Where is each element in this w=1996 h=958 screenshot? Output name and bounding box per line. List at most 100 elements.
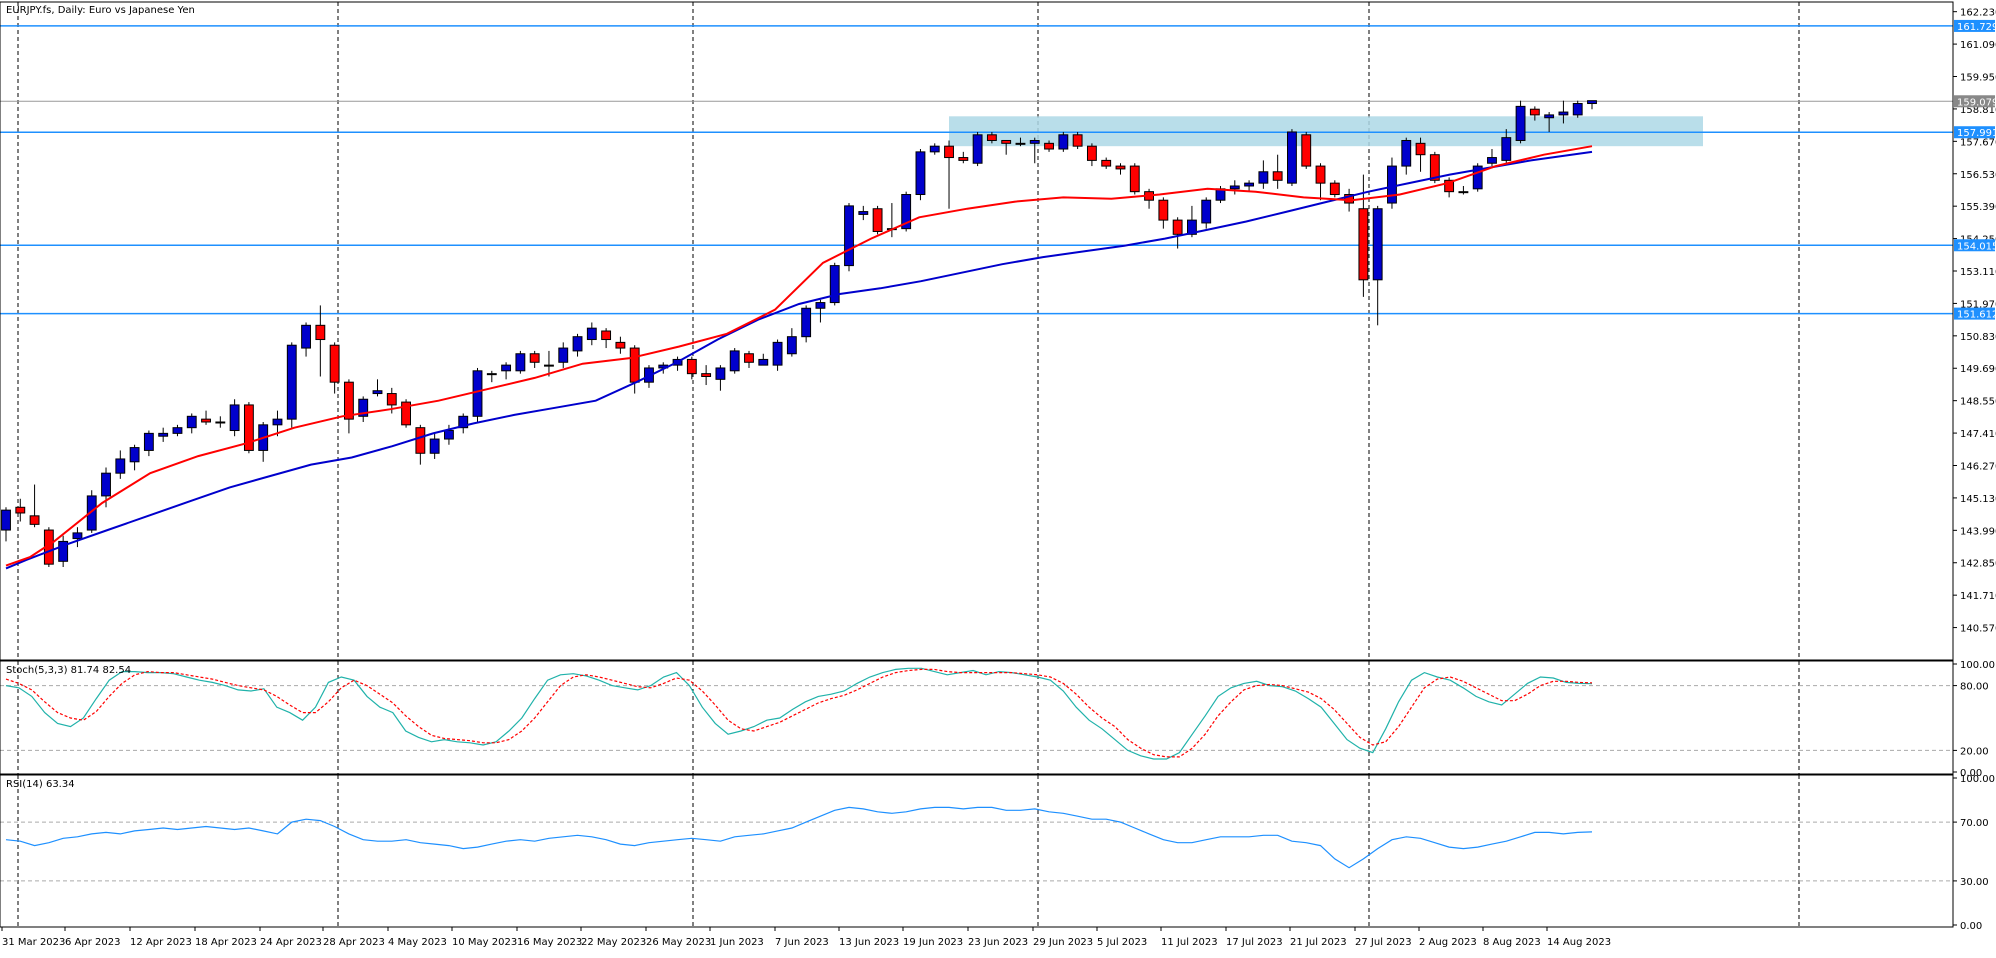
candle-body <box>486 373 497 376</box>
candle <box>772 339 783 371</box>
candle-body <box>615 341 626 349</box>
price-tick-label: 158.810 <box>1960 105 1996 116</box>
candle-body <box>944 145 954 159</box>
date-label: 5 Jul 2023 <box>1097 937 1147 948</box>
candle <box>715 365 726 391</box>
price-tick-label: 162.230 <box>1960 8 1996 19</box>
date-label: 21 Jul 2023 <box>1290 937 1347 948</box>
candle <box>1101 157 1112 169</box>
candle-body <box>286 344 297 420</box>
candle <box>1444 177 1455 198</box>
candle-body <box>1529 108 1540 116</box>
price-tick-label: 149.690 <box>1960 364 1996 375</box>
candle <box>701 365 712 386</box>
candle <box>1 507 11 542</box>
candle-body <box>1115 165 1126 170</box>
rsi-tick-label: 70.00 <box>1960 818 1989 829</box>
candle-body <box>1072 134 1083 147</box>
candle <box>329 342 340 394</box>
candle-body <box>415 427 426 454</box>
ma-fast-line <box>5 145 1593 567</box>
date-label: 2 Aug 2023 <box>1419 937 1477 948</box>
candle-body <box>801 307 812 338</box>
candle <box>929 143 940 155</box>
level-tag-label: 157.991 <box>1957 128 1996 139</box>
stoch-signal-line <box>5 668 1593 758</box>
date-label: 22 May 2023 <box>581 937 646 948</box>
candle-body <box>972 134 983 164</box>
candle <box>1472 163 1483 192</box>
candle <box>1387 157 1397 209</box>
price-tick-label: 142.850 <box>1960 559 1996 570</box>
rsi-line <box>5 806 1593 869</box>
stoch-tick-label: 100.00 <box>1960 660 1995 671</box>
candle-body <box>772 341 783 366</box>
candle <box>1401 137 1412 175</box>
candle <box>472 367 483 422</box>
candle <box>1544 112 1555 132</box>
candle-body <box>744 353 754 363</box>
date-label: 10 May 2023 <box>452 937 517 948</box>
candle-body <box>429 438 440 454</box>
candle-body <box>1129 165 1140 193</box>
candle-body <box>1101 159 1112 167</box>
candle-body <box>1186 219 1197 235</box>
candle <box>1572 100 1583 118</box>
candle <box>215 416 226 428</box>
candle <box>958 151 969 164</box>
candle <box>744 350 754 368</box>
candle-body <box>1301 134 1312 167</box>
candle-body <box>529 353 540 363</box>
price-panel-border <box>0 1 1954 661</box>
candle <box>1358 174 1369 297</box>
candle <box>415 424 426 465</box>
candle-body <box>15 506 26 514</box>
candle-body <box>1472 165 1483 190</box>
candle <box>1158 197 1169 229</box>
price-tick-label: 157.670 <box>1960 137 1996 148</box>
candle <box>1229 180 1240 195</box>
date-label: 23 Jun 2023 <box>968 937 1028 948</box>
candle <box>315 305 326 377</box>
price-tick-label: 141.710 <box>1960 591 1996 602</box>
symbol-title: EURJPY.fs, Daily: Euro vs Japanese Yen <box>6 5 195 16</box>
candle-body <box>715 367 726 380</box>
candle-body <box>815 302 826 309</box>
candle <box>1287 129 1297 186</box>
level-tag <box>1954 126 1995 139</box>
candle <box>1515 100 1526 144</box>
horizontal-levels <box>0 25 1953 315</box>
price-tick-label: 151.970 <box>1960 299 1996 310</box>
candle <box>229 399 240 437</box>
candle-body <box>1444 179 1455 193</box>
candle-body <box>1458 191 1469 194</box>
candle <box>758 353 769 366</box>
candle <box>158 427 169 442</box>
candle <box>72 527 83 548</box>
price-tick-label: 156.530 <box>1960 170 1996 181</box>
candle <box>529 350 540 368</box>
candle <box>586 322 597 346</box>
candle-body <box>1244 182 1255 187</box>
candle <box>201 410 211 425</box>
candle-body <box>172 427 183 434</box>
stoch-vertical-grid <box>17 661 1800 774</box>
date-label: 16 May 2023 <box>517 937 582 948</box>
candle <box>544 350 554 377</box>
candle-body <box>243 404 254 451</box>
rsi-tick-label: 100.00 <box>1960 774 1995 785</box>
candle-body <box>472 370 483 417</box>
candle <box>1372 205 1383 326</box>
candle <box>515 350 526 374</box>
date-label: 28 Apr 2023 <box>323 937 385 948</box>
candle-body <box>301 324 311 349</box>
candle-body <box>1487 157 1497 164</box>
date-label: 27 Jul 2023 <box>1355 937 1412 948</box>
candle <box>1329 180 1340 198</box>
candle <box>401 399 412 428</box>
candle-body <box>1001 139 1012 144</box>
candle-body <box>201 418 211 423</box>
rsi-panel-border <box>0 774 1954 928</box>
date-label: 24 Apr 2023 <box>260 937 322 948</box>
